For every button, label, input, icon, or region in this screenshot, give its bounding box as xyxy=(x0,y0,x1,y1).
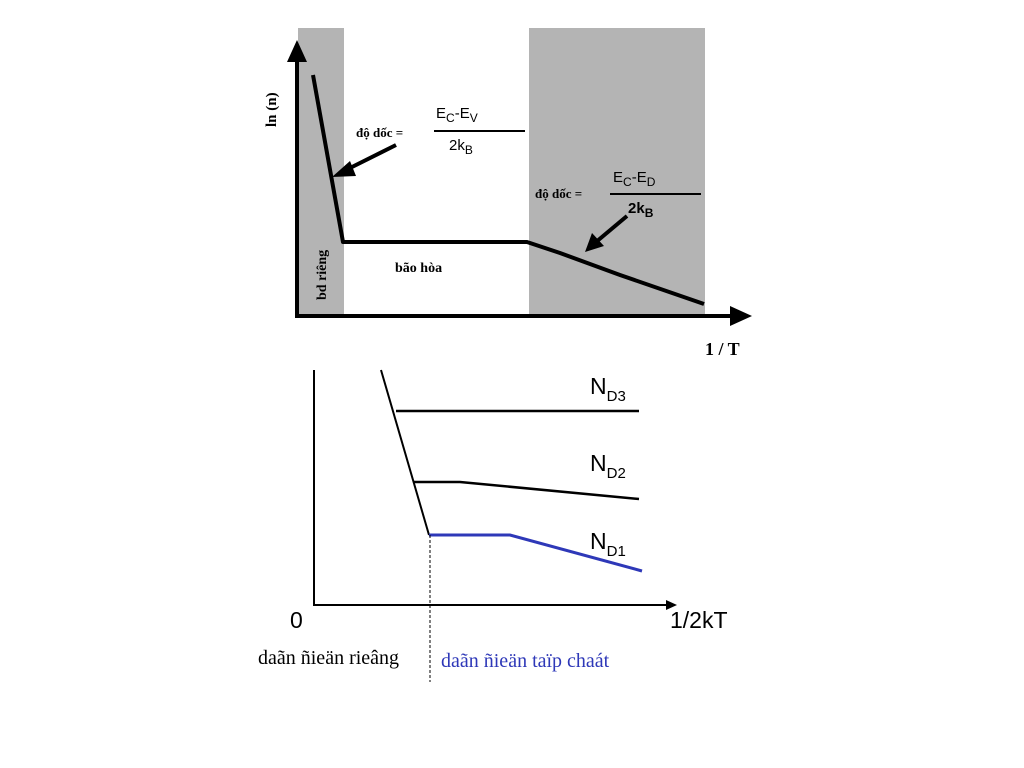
top-y-axis-arrow xyxy=(287,40,307,62)
slope1-numerator: EC-EV xyxy=(436,105,478,125)
nd2-curve xyxy=(414,480,640,501)
bottom-origin-label: 0 xyxy=(290,607,303,633)
slope1-arrowhead xyxy=(332,161,356,177)
intrinsic-caption: daãn ñieän rieâng xyxy=(258,647,399,669)
slope2-arrowhead xyxy=(585,233,604,252)
ln-n-curve xyxy=(311,74,705,306)
nd2-label: ND2 xyxy=(590,450,626,482)
nd3-label: ND3 xyxy=(590,373,626,405)
extrinsic-caption: daãn ñieän taïp chaát xyxy=(441,650,610,672)
bottom-x-axis-label: 1/2kT xyxy=(670,607,728,633)
saturation-region-label: bão hòa xyxy=(395,261,442,276)
slope2-denominator: 2kB xyxy=(628,200,654,220)
nd1-curve xyxy=(429,533,643,573)
top-plot: ln (n) 1 / T bd riêng bão hòa độ dốc = E… xyxy=(264,28,752,359)
top-y-axis-label: ln (n) xyxy=(264,92,280,127)
bottom-plot: ND3 ND2 ND1 0 1/2kT daãn ñieän rieâng da… xyxy=(258,369,728,682)
bottom-x-axis-arrow xyxy=(666,600,677,610)
slope1-denominator: 2kB xyxy=(449,137,473,157)
intrinsic-region-shade xyxy=(298,28,344,316)
slope2-numerator: EC-ED xyxy=(613,169,656,189)
slope2-arrow-line xyxy=(594,214,629,244)
intrinsic-steep-line xyxy=(380,369,430,536)
nd1-label: ND1 xyxy=(590,528,626,560)
slope1-arrow-line xyxy=(345,143,397,172)
top-x-axis-arrow xyxy=(730,306,752,326)
slope2-prefix: độ dốc = xyxy=(535,186,582,201)
slope-annotation-extrinsic: độ dốc = EC-ED 2kB xyxy=(535,169,701,252)
slope1-prefix: độ dốc = xyxy=(356,125,403,140)
slope-annotation-intrinsic: độ dốc = EC-EV 2kB xyxy=(332,105,525,177)
extrinsic-region-shade xyxy=(529,28,705,316)
intrinsic-region-label: bd riêng xyxy=(315,250,330,300)
top-x-axis-label: 1 / T xyxy=(705,339,740,359)
